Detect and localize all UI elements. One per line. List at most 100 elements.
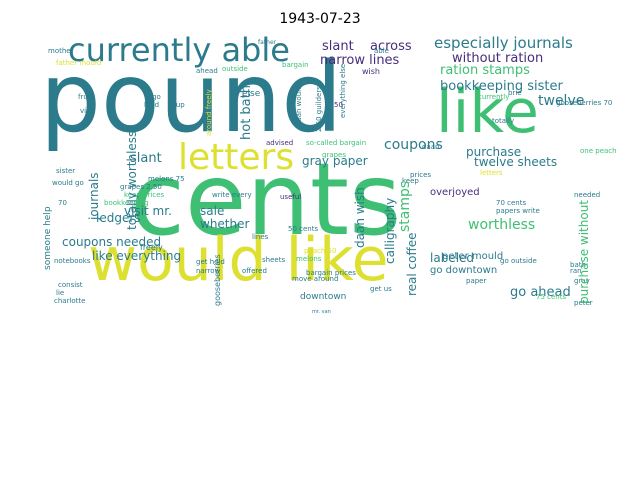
word-cup: cup (172, 101, 185, 109)
word-real-coffee: real coffee (405, 232, 419, 296)
word-overjoyed: overjoyed (430, 187, 480, 198)
word-stamps: stamps (397, 180, 413, 232)
word-bargain: bargain (282, 61, 309, 69)
word-go-ahead: go ahead (510, 285, 571, 300)
word-keep-prices: keep prices (124, 191, 165, 199)
word-freely: freely (140, 243, 163, 252)
word-melons-75: melons 75 (148, 175, 185, 183)
word-across: across (370, 39, 412, 54)
word-father-mould: father mould (56, 59, 102, 67)
word-able: able (374, 47, 389, 55)
word-advised: advised (266, 139, 294, 147)
word-labeled: labeled (430, 251, 475, 265)
word-grapes-2-50: grapes 2.50 (120, 183, 162, 191)
word-pound: pound (40, 42, 343, 154)
word-calligraphy: calligraphy (383, 197, 397, 264)
word-without-ration: without ration (452, 51, 544, 66)
word-slant: slant (322, 39, 354, 54)
word-grapes: grapes (322, 151, 347, 159)
word-lie: lie (56, 289, 65, 297)
word-like-everything: like everything (92, 249, 182, 263)
word-purchase-without: purchase without (577, 199, 591, 304)
word-so-called-bargain: so-called bargain (306, 139, 367, 147)
word-peach-50: peach 50 (304, 247, 337, 255)
word-narrow-lines: narrow lines (320, 53, 400, 68)
word-father: father (258, 39, 277, 46)
word-mother: mother (48, 47, 74, 55)
word-2-50-guilders: 2.50 guilders (315, 86, 323, 132)
word-coupons-needed: coupons needed (62, 235, 162, 249)
word-bookkeeping: bookkeeping (104, 199, 149, 207)
word-70: 70 (58, 199, 67, 207)
word-mr-van: mr. van (312, 309, 331, 315)
word-visit-mr-: visit mr. (124, 204, 172, 218)
word-currently: currently (478, 93, 510, 101)
word-twelve-sheets: twelve sheets (474, 155, 558, 169)
word-get-hold: get hold (196, 258, 225, 266)
word-like: like (436, 77, 539, 147)
word-outside: outside (222, 65, 248, 73)
word-paper: paper (466, 277, 487, 285)
word-papers-write: papers write (496, 207, 540, 215)
word-wish: wish (362, 67, 381, 76)
word-offered: offered (242, 267, 267, 275)
word-70-cents: 70 cents (496, 199, 527, 207)
word-75-cents: 75 cents (536, 293, 567, 301)
word-coupons: coupons (384, 137, 443, 153)
word-lines: lines (252, 233, 269, 241)
word-someone-help: someone help (43, 206, 53, 270)
word-move-around: move around (292, 275, 339, 283)
word-50-cents: 50 cents (288, 225, 319, 233)
word-everything-else: everything else (339, 63, 347, 118)
word-50: 50 (334, 101, 343, 109)
word-fruit: fruit (78, 93, 93, 101)
word-gray-paper: gray paper (302, 154, 368, 168)
word-else: else (242, 89, 261, 99)
word-cents: cents (130, 141, 402, 258)
word-letters: letters (178, 137, 295, 178)
word-keep: keep (402, 177, 419, 185)
word-get-us: get us (370, 285, 392, 293)
word-journals: journals (87, 172, 101, 220)
word-ledgers: ledgers (96, 211, 141, 225)
word-melons: melons (296, 255, 322, 263)
word-currently-able: currently able (68, 31, 290, 69)
word-bath: bath (570, 261, 586, 269)
word-sheets: sheets (262, 256, 286, 264)
word-twelve: twelve (538, 93, 585, 109)
word-bargain-prices: bargain prices (306, 269, 356, 277)
word-one-peach: one peach (580, 147, 617, 155)
word-totally-worthless: totally worthless (125, 130, 139, 230)
word-go-downtown: go downtown (430, 265, 498, 276)
word-gooseberries-70: gooseberries 70 (556, 99, 613, 107)
word-bookkeeping-sister: bookkeeping sister (440, 79, 563, 94)
word-daan-wish: daan wish (353, 187, 367, 248)
word-daan: daan (422, 143, 440, 151)
word-totally: totally (492, 117, 515, 125)
word-slant: slant (130, 151, 162, 166)
word-ran: ran (570, 267, 582, 275)
word-daan-would: daan would (295, 85, 303, 126)
word-around-freely: around freely (205, 89, 213, 136)
word-downtown: downtown (300, 292, 347, 302)
word-write-every: write every (212, 191, 252, 199)
word-would-like: would like (88, 225, 389, 295)
word-visit: visit (80, 107, 95, 115)
word-hold: hold (144, 101, 160, 109)
word-worthless: worthless (468, 217, 536, 233)
word-especially-journals: especially journals (434, 34, 573, 52)
word-useful: useful (280, 193, 302, 201)
word-needed: needed (574, 191, 601, 199)
word-go-outside: go outside (500, 257, 537, 265)
word-ration-stamps: ration stamps (440, 63, 530, 78)
word-brie: brie (508, 89, 522, 97)
word-sister: sister (56, 167, 76, 175)
word-purchase: purchase (466, 145, 522, 159)
chart-title: 1943-07-23 (279, 11, 361, 27)
word-peter: peter (574, 299, 593, 307)
word-letters: letters (480, 169, 503, 177)
word-ahead: ahead (196, 67, 218, 75)
word-narrow: narrow (196, 267, 221, 275)
word-notebooks: notebooks (54, 257, 91, 265)
